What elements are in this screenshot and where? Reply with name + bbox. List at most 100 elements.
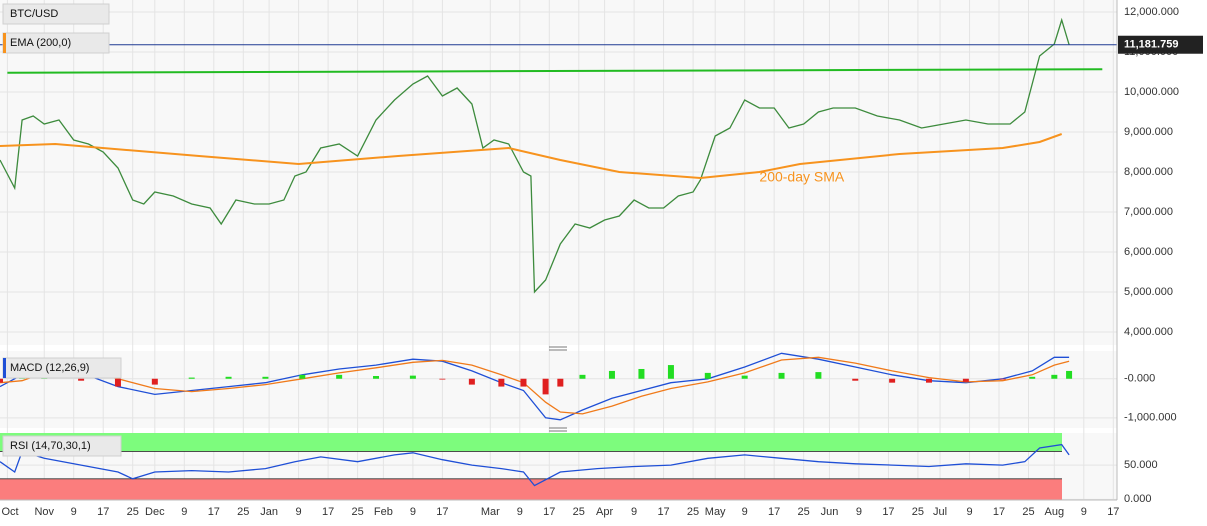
resistance-line <box>7 68 1103 74</box>
x-tick-label: 25 <box>798 506 810 518</box>
last-price-box <box>1118 35 1203 54</box>
y-tick-label: -0.000 <box>1124 373 1155 385</box>
x-tick-label: 25 <box>573 506 585 518</box>
histogram-bar <box>1066 370 1073 379</box>
marks <box>0 17 1117 500</box>
y-tick-label: 10,000.000 <box>1124 86 1179 98</box>
histogram-bar <box>468 378 475 385</box>
histogram-bar <box>1029 376 1036 379</box>
x-tick-label: 9 <box>181 506 187 518</box>
x-tick-label: Oct <box>1 506 18 518</box>
histogram-bar <box>925 378 932 383</box>
x-tick-label: 9 <box>856 506 862 518</box>
y-tick-label: 6,000.000 <box>1124 246 1173 258</box>
x-tick-label: May <box>705 506 726 518</box>
histogram-bar <box>520 378 527 387</box>
x-tick-label: 17 <box>543 506 555 518</box>
x-tick-label: Feb <box>374 506 393 518</box>
x-tick-label: 17 <box>993 506 1005 518</box>
legend-swatch <box>3 358 6 378</box>
x-tick-label: 9 <box>1081 506 1087 518</box>
histogram-bar <box>704 372 711 379</box>
histogram-bar <box>409 375 416 379</box>
legend-text: RSI (14,70,30,1) <box>10 440 91 452</box>
x-tick-label: 17 <box>436 506 448 518</box>
x-tick-label: 25 <box>237 506 249 518</box>
labels: BTC/USD EMA (200,0) MACD (12,26,9) RSI (… <box>2 3 122 457</box>
grid <box>0 0 1117 500</box>
series-line <box>0 356 1070 415</box>
x-tick-label: 9 <box>631 506 637 518</box>
x-tick-label: 9 <box>71 506 77 518</box>
histogram-bar <box>188 377 195 379</box>
x-tick-label: 9 <box>742 506 748 518</box>
y-tick-label: 5,000.000 <box>1124 286 1173 298</box>
histogram-bar <box>262 376 269 379</box>
x-tick-label: 17 <box>768 506 780 518</box>
y-tick-label: 0.000 <box>1124 493 1152 505</box>
legend-box <box>2 3 110 25</box>
series-line <box>0 443 1070 487</box>
x-tick-label: Jul <box>933 506 947 518</box>
series-line <box>0 352 1070 421</box>
y-tick-label: 7,000.000 <box>1124 206 1173 218</box>
histogram-bar <box>114 378 121 387</box>
histogram-bar <box>498 378 505 387</box>
histogram-bar <box>815 372 822 379</box>
x-tick-label: Aug <box>1045 506 1065 518</box>
y-tick-label: 4,000.000 <box>1124 326 1173 338</box>
x-tick-label: Jan <box>260 506 278 518</box>
y-tick-label: 8,000.000 <box>1124 166 1173 178</box>
histogram-bar <box>225 376 232 379</box>
histogram-bar <box>557 378 564 387</box>
legend-swatch <box>3 33 6 53</box>
x-tick-label: 17 <box>1107 506 1119 518</box>
x-tick-label: 25 <box>127 506 139 518</box>
y-tick-label: 9,000.000 <box>1124 126 1173 138</box>
legend-text: EMA (200,0) <box>10 37 71 49</box>
x-tick-label: Dec <box>145 506 165 518</box>
oversold-band <box>0 478 1062 500</box>
x-tick-label: Apr <box>596 506 613 518</box>
x-tick-label: 17 <box>97 506 109 518</box>
x-tick-label: 17 <box>208 506 220 518</box>
pane-handle <box>549 346 567 432</box>
histogram-bar <box>638 368 645 379</box>
histogram-bar <box>1051 374 1058 379</box>
series-line <box>0 17 1070 294</box>
x-tick-label: 17 <box>657 506 669 518</box>
x-tick-label: 9 <box>517 506 523 518</box>
histogram-bar <box>151 378 158 385</box>
x-tick-label: 25 <box>912 506 924 518</box>
histogram-bar <box>667 365 674 379</box>
last-price-label: 11,181.759 <box>1124 39 1178 51</box>
histogram-bar <box>439 378 446 380</box>
x-tick-label: 9 <box>410 506 416 518</box>
y-tick-label: -1,000.000 <box>1124 412 1177 424</box>
y-tick-label: 12,000.000 <box>1124 6 1179 18</box>
series-line <box>0 133 1063 180</box>
x-tick-label: 25 <box>351 506 363 518</box>
x-tick-label: 17 <box>882 506 894 518</box>
x-tick-label: 9 <box>296 506 302 518</box>
macd-pane <box>0 351 1117 428</box>
histogram-bar <box>741 375 748 379</box>
histogram-bar <box>962 378 969 382</box>
annotation: 200-day SMA <box>759 169 844 185</box>
histogram-bar <box>778 372 785 379</box>
histogram-bar <box>373 376 380 379</box>
legend-text: MACD (12,26,9) <box>10 362 89 374</box>
histogram-bar <box>336 374 343 379</box>
histogram-bar <box>299 374 306 379</box>
histogram-bar <box>608 370 615 379</box>
x-tick-label: Jun <box>821 506 839 518</box>
histogram-bar <box>889 378 896 383</box>
histogram-bar <box>542 378 549 395</box>
y-tick-label: 50.000 <box>1124 459 1158 471</box>
histogram-bar <box>0 378 3 383</box>
x-tick-label: Mar <box>481 506 500 518</box>
histogram-bar <box>852 378 859 381</box>
x-tick-label: 25 <box>1022 506 1034 518</box>
x-tick-label: 25 <box>687 506 699 518</box>
